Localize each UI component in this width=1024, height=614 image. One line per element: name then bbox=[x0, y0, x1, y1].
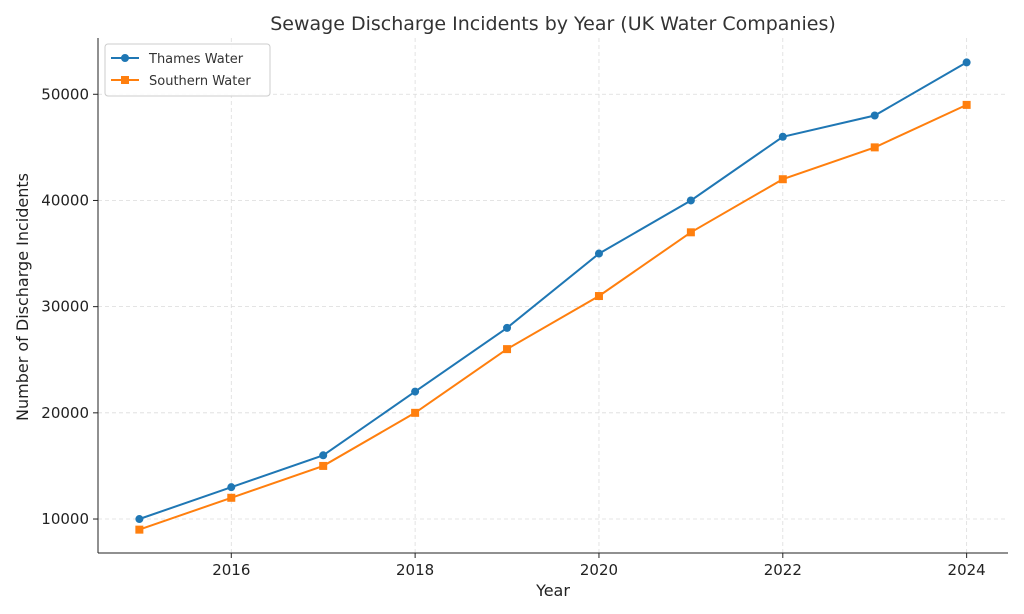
data-point-southern-water bbox=[594, 292, 603, 301]
x-tick-label: 2020 bbox=[580, 561, 618, 579]
chart-title: Sewage Discharge Incidents by Year (UK W… bbox=[270, 13, 836, 35]
grid bbox=[98, 38, 1008, 553]
data-point-thames-water bbox=[870, 111, 879, 120]
data-point-southern-water bbox=[870, 143, 879, 152]
y-axis-label: Number of Discharge Incidents bbox=[13, 173, 32, 421]
data-point-thames-water bbox=[319, 451, 328, 460]
data-point-thames-water bbox=[778, 132, 787, 141]
x-tick-label: 2024 bbox=[948, 561, 986, 579]
series-layer bbox=[135, 58, 971, 534]
legend-label-thames-water: Thames Water bbox=[148, 52, 244, 67]
series-line-thames-water bbox=[139, 61, 968, 520]
x-tick-label: 2022 bbox=[764, 561, 802, 579]
data-point-southern-water bbox=[686, 228, 695, 237]
y-tick-label: 30000 bbox=[41, 298, 89, 316]
data-point-thames-water bbox=[411, 387, 420, 396]
data-point-southern-water bbox=[962, 100, 971, 109]
data-point-southern-water bbox=[135, 525, 144, 534]
axes bbox=[97, 38, 1008, 554]
legend-marker-southern-water bbox=[121, 76, 129, 84]
series-line-southern-water bbox=[139, 103, 968, 531]
legend-box bbox=[104, 43, 271, 97]
data-point-thames-water bbox=[686, 196, 695, 205]
y-tick-label: 10000 bbox=[41, 510, 89, 528]
x-tick-label: 2018 bbox=[396, 561, 434, 579]
data-point-thames-water bbox=[503, 323, 512, 332]
y-tick-label: 40000 bbox=[41, 191, 89, 209]
x-tick-label: 2016 bbox=[212, 561, 250, 579]
legend: Thames Water Southern Water bbox=[104, 43, 271, 97]
legend-marker-thames-water bbox=[121, 54, 129, 62]
data-point-thames-water bbox=[962, 58, 971, 67]
data-point-thames-water bbox=[594, 249, 603, 258]
y-tick-label: 20000 bbox=[41, 404, 89, 422]
data-point-thames-water bbox=[135, 515, 144, 524]
data-point-southern-water bbox=[503, 345, 512, 354]
data-point-southern-water bbox=[319, 461, 328, 470]
x-axis-label: Year bbox=[535, 581, 570, 600]
data-point-southern-water bbox=[411, 408, 420, 417]
ticks: 2016 2018 2020 2022 2024 10000 20000 30000 40000… bbox=[41, 85, 985, 579]
legend-label-southern-water: Southern Water bbox=[149, 74, 251, 89]
data-point-thames-water bbox=[227, 483, 236, 492]
data-point-southern-water bbox=[227, 493, 236, 502]
data-point-southern-water bbox=[778, 175, 787, 184]
y-tick-label: 50000 bbox=[41, 85, 89, 103]
